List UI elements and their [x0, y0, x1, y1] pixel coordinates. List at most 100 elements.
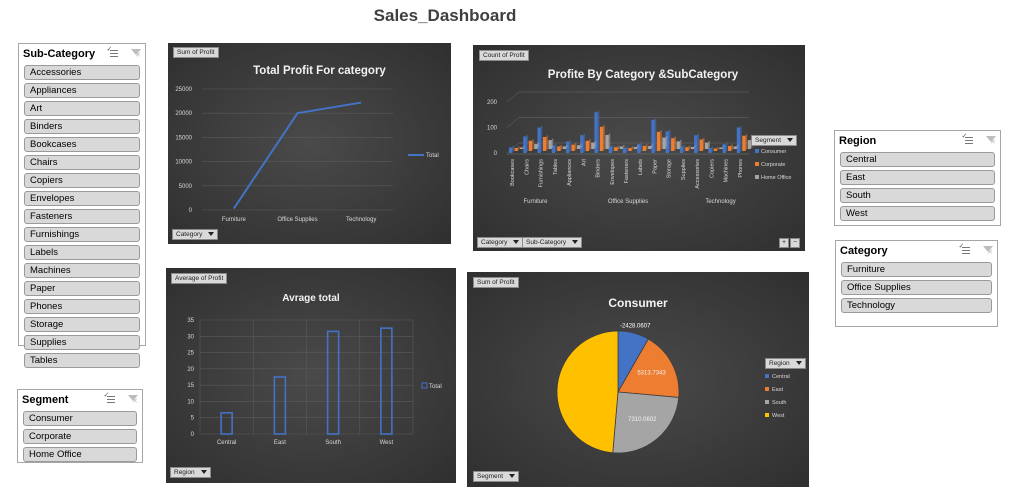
multi-select-icon[interactable] — [962, 132, 975, 147]
x-tick-label: Tables — [553, 159, 559, 175]
bar-side — [512, 145, 514, 152]
bar-side — [612, 145, 614, 152]
slicer-item-phones[interactable]: Phones — [24, 299, 140, 314]
slicer-item-office-supplies[interactable]: Office Supplies — [841, 280, 992, 295]
segment-legend-button[interactable]: Segment — [751, 135, 798, 146]
y-tick-label: 15 — [187, 383, 194, 389]
slicer-item-furniture[interactable]: Furniture — [841, 262, 992, 277]
profit-by-subcategory-chart[interactable]: Count of Profit Profite By Category &Sub… — [473, 45, 805, 251]
segment-legend-label: Segment — [755, 137, 782, 144]
bar — [326, 330, 340, 435]
slicer-title: Segment — [22, 394, 69, 406]
slicer-item-tables[interactable]: Tables — [24, 353, 140, 368]
legend-label: Central — [772, 374, 790, 380]
profit-by-category-chart[interactable]: Sum of Profit Total Profit For category … — [168, 43, 451, 244]
y-tick-label: 25 — [187, 351, 194, 357]
slicer-item-appliances[interactable]: Appliances — [24, 83, 140, 98]
slicer-item-binders[interactable]: Binders — [24, 119, 140, 134]
x-tick-label: Furnishings — [539, 159, 545, 188]
bar — [614, 147, 618, 151]
bar-side — [660, 130, 662, 150]
slicer-item-consumer[interactable]: Consumer — [23, 411, 137, 426]
clear-filter-icon[interactable] — [982, 245, 993, 257]
slicer-item-labels[interactable]: Labels — [24, 245, 140, 260]
slicer-item-technology[interactable]: Technology — [841, 298, 992, 313]
bar-side — [731, 144, 733, 150]
clear-filter-icon[interactable] — [130, 48, 141, 60]
slicer-item-central[interactable]: Central — [840, 152, 995, 167]
y-tick-label: 20 — [187, 367, 194, 373]
bar-side — [654, 118, 657, 152]
slicer-item-fasteners[interactable]: Fasteners — [24, 209, 140, 224]
chart-title: Total Profit For category — [253, 65, 386, 77]
bar-side — [523, 145, 525, 148]
x-tick-label: Copiers — [709, 159, 715, 178]
slicer-item-storage[interactable]: Storage — [24, 317, 140, 332]
legend-label: Corporate — [761, 162, 785, 168]
collapse-icon[interactable]: − — [790, 238, 800, 248]
bar — [685, 147, 689, 151]
gridline — [506, 91, 520, 103]
slicer-item-chairs[interactable]: Chairs — [24, 155, 140, 170]
multi-select-icon[interactable] — [959, 242, 972, 257]
bar-side — [623, 144, 625, 148]
bar-side — [626, 146, 628, 152]
slicer-item-home-office[interactable]: Home Office — [23, 447, 137, 462]
average-of-profit-field-button[interactable]: Average of Profit — [171, 273, 228, 284]
region-filter-button[interactable]: Region — [170, 467, 211, 478]
category-filter-button[interactable]: Category — [477, 237, 524, 248]
multi-select-icon[interactable] — [107, 45, 120, 60]
bar-side — [674, 136, 676, 150]
chart-title: Consumer — [608, 296, 668, 310]
x-tick-label: Machines — [724, 159, 730, 183]
slicer-item-west[interactable]: West — [840, 206, 995, 221]
sum-of-profit-field-button[interactable]: Sum of Profit — [473, 277, 519, 288]
region-legend-button[interactable]: Region — [765, 358, 806, 369]
multi-select-icon[interactable] — [104, 391, 117, 406]
subcategory-slicer: Sub-Category Accessories Appliances Art Bin… — [18, 43, 146, 368]
bar-side — [740, 126, 742, 152]
sum-of-profit-field-button[interactable]: Sum of Profit — [173, 47, 219, 58]
segment-filter-button[interactable]: Segment — [473, 471, 520, 482]
x-tick-label: Bookcases — [510, 159, 516, 186]
bar-side — [708, 141, 710, 148]
slicer-item-corporate[interactable]: Corporate — [23, 429, 137, 444]
count-of-profit-field-button[interactable]: Count of Profit — [479, 50, 529, 61]
bar-chart-plot: 0 100 200 Bookcases Chairs Furnishings Tables A… — [487, 91, 791, 205]
x-tick-label: Phones — [738, 159, 744, 178]
x-tick-label: Appliances — [567, 159, 573, 186]
bar — [537, 127, 541, 153]
category-filter-button[interactable]: Category — [172, 229, 219, 240]
consumer-pie-chart[interactable]: Sum of Profit Consumer -2428.0607 5313.73… — [467, 272, 809, 487]
bar — [742, 135, 746, 151]
slicer-item-furnishings[interactable]: Furnishings — [24, 227, 140, 242]
subcategory-filter-button[interactable]: Sub-Category — [522, 237, 583, 248]
slicer-item-art[interactable]: Art — [24, 101, 140, 116]
slicer-item-machines[interactable]: Machines — [24, 263, 140, 278]
clear-filter-icon[interactable] — [127, 394, 138, 406]
gridline — [506, 117, 520, 128]
expand-icon[interactable]: + — [779, 238, 789, 248]
slicer-item-bookcases[interactable]: Bookcases — [24, 137, 140, 152]
clear-filter-icon[interactable] — [985, 135, 996, 147]
slicer-title: Region — [839, 135, 877, 147]
bar-side — [640, 142, 643, 152]
slicer-item-south[interactable]: South — [840, 188, 995, 203]
bar — [676, 141, 680, 149]
x-tick-label: Fasteners — [624, 159, 630, 184]
series-line — [233, 101, 362, 210]
slicer-item-envelopes[interactable]: Envelopes — [24, 191, 140, 206]
group-label: Furniture — [523, 199, 548, 205]
slicer-item-supplies[interactable]: Supplies — [24, 335, 140, 350]
bar-side — [560, 144, 563, 150]
bar — [728, 145, 732, 151]
group-label: Technology — [705, 199, 735, 205]
slicer-item-copiers[interactable]: Copiers — [24, 173, 140, 188]
slicer-item-paper[interactable]: Paper — [24, 281, 140, 296]
x-tick-label: Labels — [638, 159, 644, 175]
average-total-chart[interactable]: Average of Profit Avrage total 0 5 10 15 20 2… — [166, 268, 456, 483]
slicer-item-east[interactable]: East — [840, 170, 995, 185]
x-tick-label: Binders — [596, 159, 602, 178]
y-tick-label: 0 — [189, 208, 193, 214]
slicer-item-accessories[interactable]: Accessories — [24, 65, 140, 80]
